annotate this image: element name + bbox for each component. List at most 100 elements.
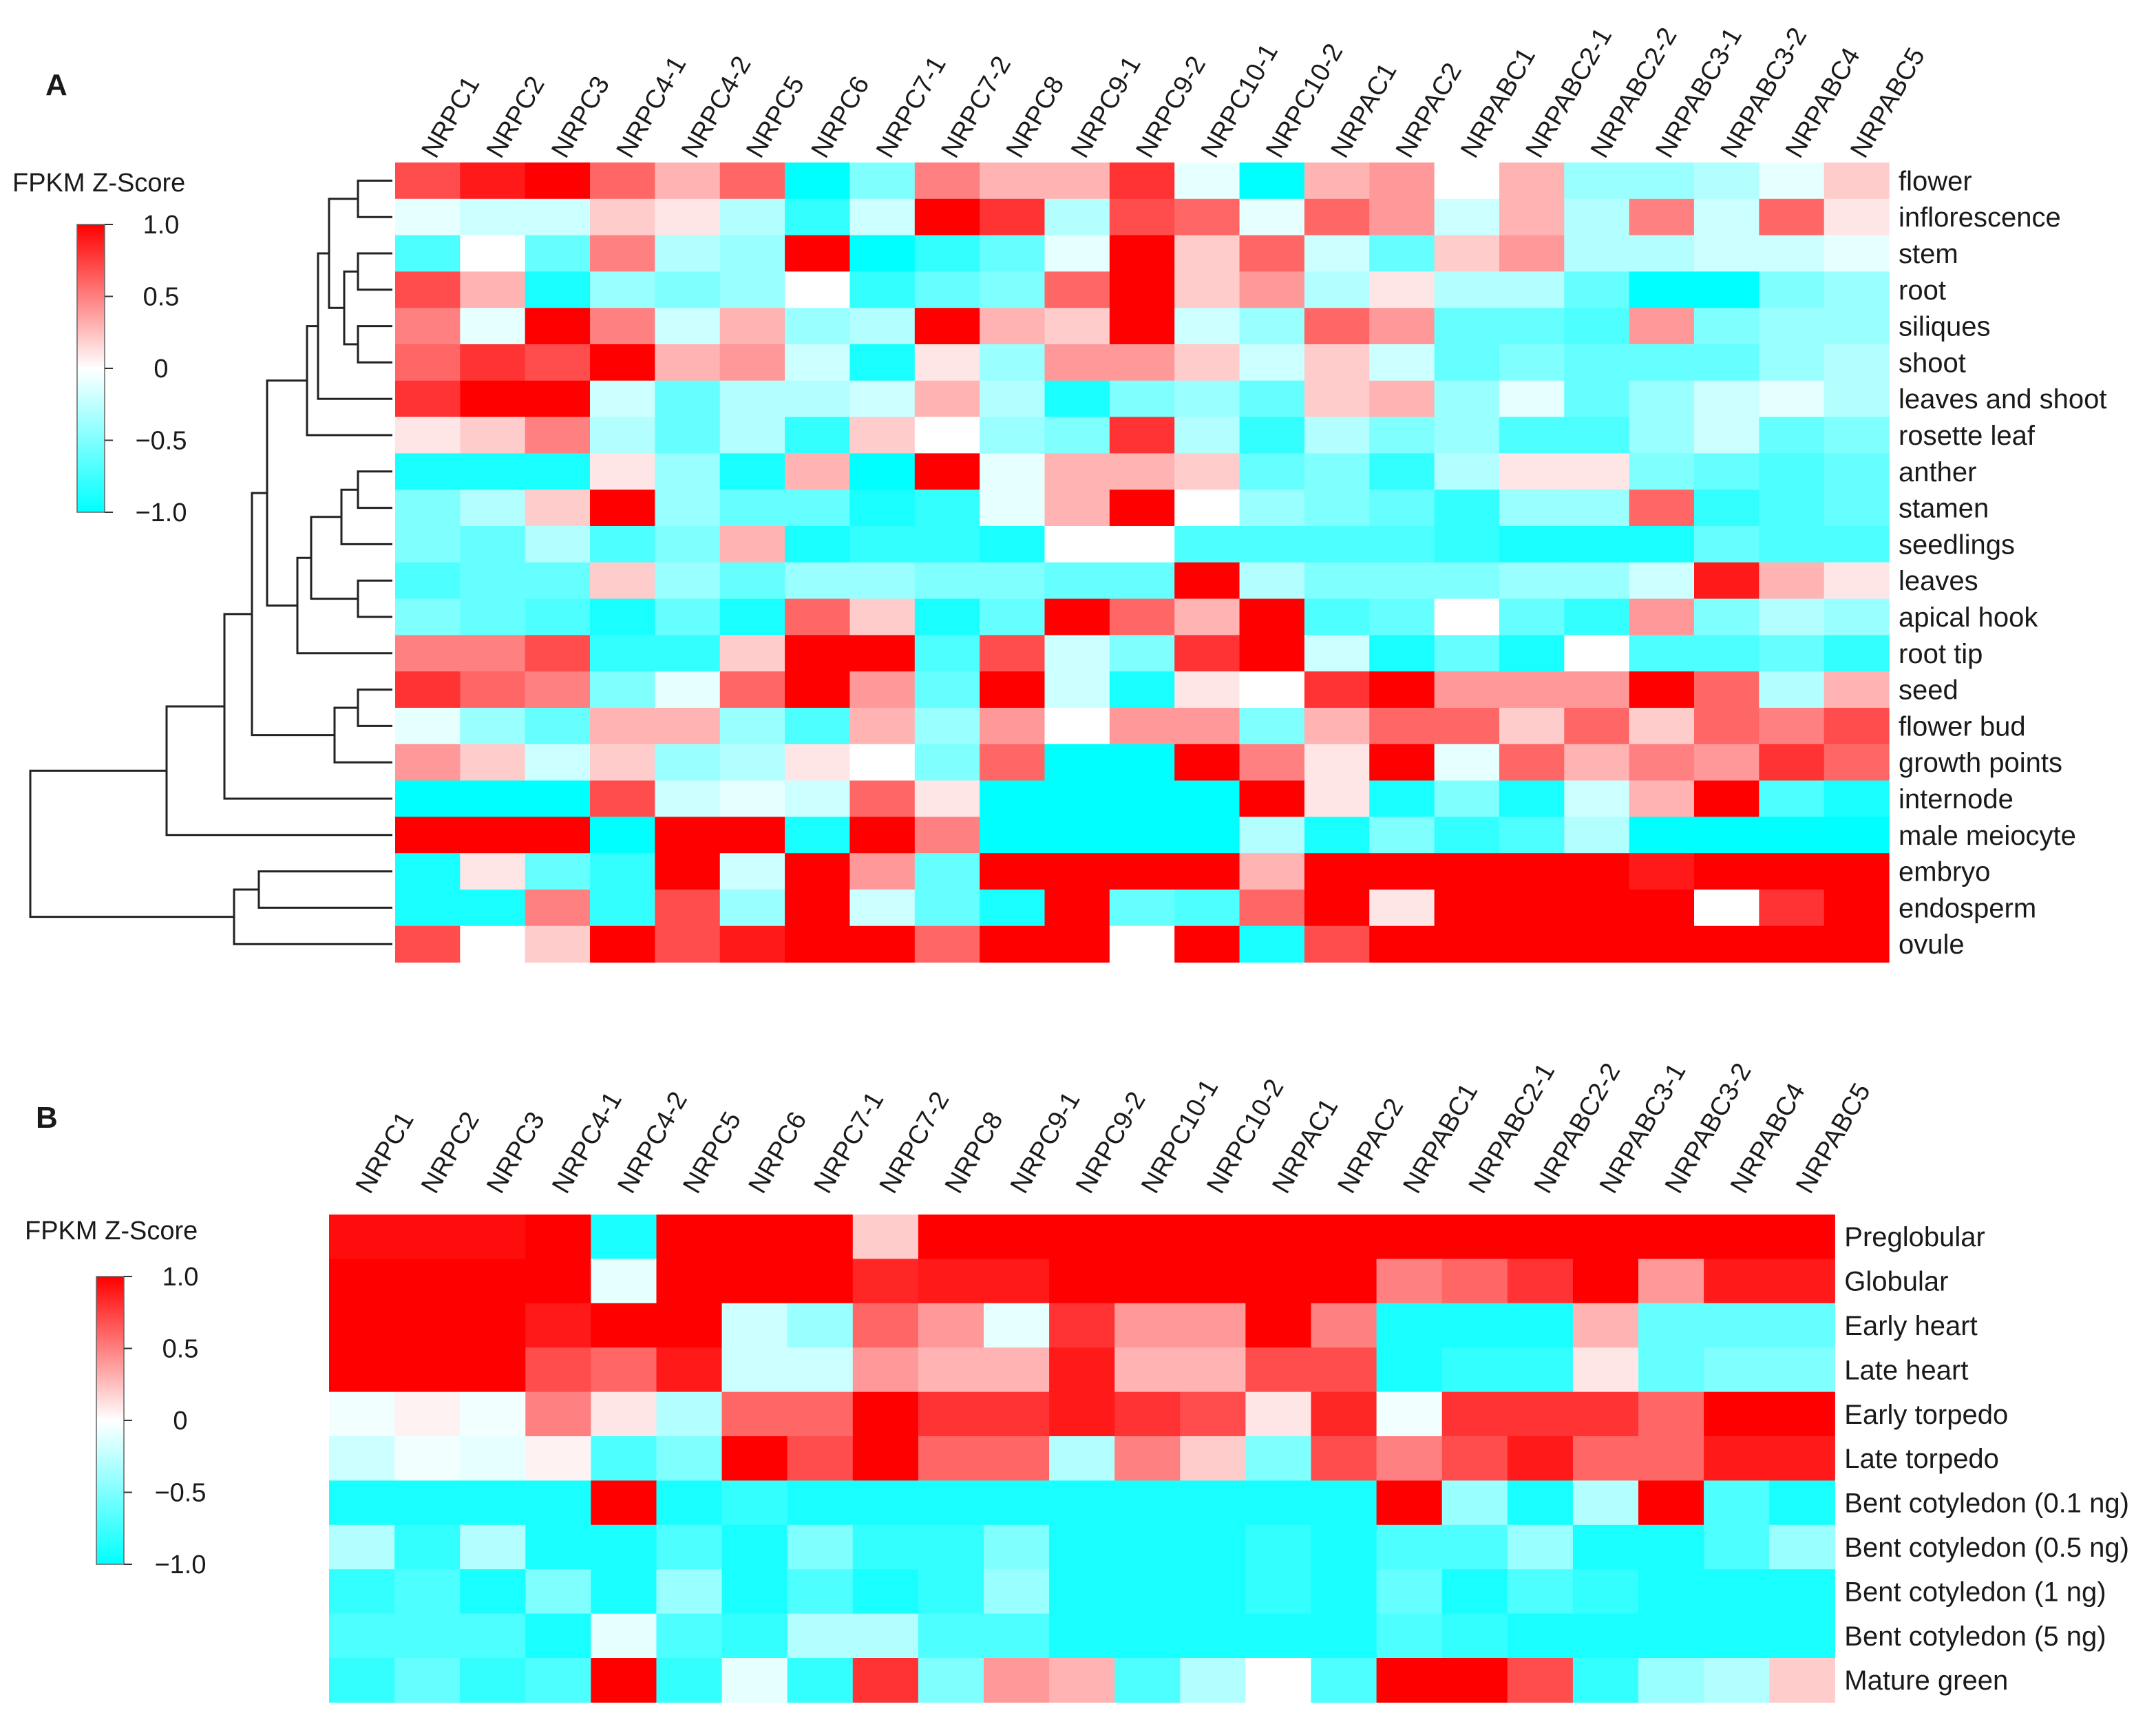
heat-cell	[656, 1658, 723, 1703]
heat-cell	[1239, 890, 1305, 927]
heat-cell	[1824, 162, 1890, 200]
heat-cell	[719, 490, 785, 527]
heat-cell	[655, 853, 721, 890]
heat-cell	[914, 925, 980, 963]
legend-a-colorbar	[76, 224, 105, 513]
heat-cell	[721, 1259, 788, 1304]
row-label: flower bud	[1899, 711, 2026, 742]
heat-cell	[914, 598, 980, 635]
heat-cell	[980, 198, 1046, 236]
dendrogram-branch	[29, 769, 234, 918]
column-label: NRPC3	[546, 72, 615, 163]
heat-cell	[1824, 671, 1890, 708]
heat-cell	[1109, 380, 1175, 418]
heat-cell	[1369, 890, 1435, 927]
heat-cell	[590, 526, 655, 563]
column-label: NRPC1	[416, 72, 486, 163]
heat-cell	[1376, 1391, 1443, 1437]
row-label: internode	[1899, 784, 2014, 815]
heat-cell	[1114, 1391, 1181, 1437]
heat-cell	[852, 1613, 919, 1659]
heat-cell	[918, 1259, 984, 1304]
legend-b-colorbar	[96, 1276, 125, 1565]
heat-cell	[394, 1613, 461, 1659]
heat-cell	[329, 1259, 395, 1304]
heat-cell	[852, 1524, 919, 1570]
heat-cell	[395, 526, 461, 563]
heat-cell	[849, 562, 916, 600]
heat-cell	[785, 490, 851, 527]
heat-cell	[721, 1436, 788, 1481]
column-label: NRPC5	[741, 72, 810, 163]
heat-cell	[525, 925, 591, 963]
heat-cell	[1180, 1613, 1246, 1659]
heat-cell	[1572, 1658, 1639, 1703]
row-label: siliques	[1899, 312, 1990, 342]
row-label: Bent cotyledon (1 ng)	[1844, 1577, 2106, 1607]
heat-cell	[1499, 671, 1565, 708]
heat-cell	[719, 344, 785, 381]
heat-cell	[1629, 380, 1695, 418]
heat-cell	[1499, 235, 1565, 272]
heat-cell	[1694, 853, 1759, 890]
heat-cell	[849, 708, 916, 745]
heat-cell	[849, 526, 916, 563]
heat-cell	[918, 1303, 984, 1348]
heat-cell	[1629, 308, 1695, 345]
heat-cell	[395, 853, 461, 890]
heat-cell	[1245, 1569, 1312, 1615]
heat-cell	[460, 1347, 526, 1393]
heat-cell	[1572, 1303, 1639, 1348]
heat-cell	[525, 526, 591, 563]
heat-cell	[914, 853, 980, 890]
heat-cell	[1694, 453, 1759, 490]
heat-cell	[785, 235, 851, 272]
heat-cell	[1759, 417, 1825, 454]
heat-cell	[1109, 780, 1175, 817]
heat-cell	[1499, 417, 1565, 454]
row-label: inflorescence	[1899, 202, 2061, 233]
heat-cell	[460, 271, 526, 308]
heat-cell	[1376, 1569, 1443, 1615]
heat-cell	[980, 744, 1046, 781]
heat-cell	[525, 562, 591, 600]
heat-cell	[1304, 744, 1370, 781]
heat-cell	[914, 162, 980, 200]
heat-cell	[1769, 1303, 1835, 1348]
heat-cell	[1824, 562, 1890, 600]
heat-cell	[1044, 162, 1110, 200]
heat-cell	[394, 1658, 461, 1703]
heat-cell	[719, 708, 785, 745]
heat-cell	[1824, 708, 1890, 745]
heat-cell	[1824, 744, 1890, 781]
heat-cell	[1174, 198, 1240, 236]
heat-cell	[590, 162, 655, 200]
heat-cell	[525, 198, 591, 236]
heat-cell	[1044, 235, 1110, 272]
heat-cell	[395, 198, 461, 236]
heat-cell	[395, 344, 461, 381]
heat-cell	[1369, 853, 1435, 890]
heat-cell	[395, 780, 461, 817]
legend-tick-label: −0.5	[135, 427, 187, 456]
heat-cell	[980, 453, 1046, 490]
heat-cell	[1629, 671, 1695, 708]
heat-cell	[1499, 817, 1565, 854]
heat-cell	[460, 598, 526, 635]
heat-cell	[984, 1347, 1050, 1393]
heat-cell	[1704, 1569, 1770, 1615]
heat-cell	[1109, 635, 1175, 672]
heat-cell	[721, 1613, 788, 1659]
heat-cell	[719, 780, 785, 817]
heat-cell	[1049, 1480, 1115, 1526]
heat-cell	[1759, 780, 1825, 817]
heat-cell	[1694, 198, 1759, 236]
heat-cell	[1441, 1658, 1508, 1703]
heat-cell	[980, 598, 1046, 635]
heat-cell	[1114, 1436, 1181, 1481]
heat-cell	[590, 344, 655, 381]
heat-cell	[1245, 1613, 1312, 1659]
heat-cell	[1704, 1436, 1770, 1481]
heat-cell	[1044, 490, 1110, 527]
heat-cell	[1499, 198, 1565, 236]
